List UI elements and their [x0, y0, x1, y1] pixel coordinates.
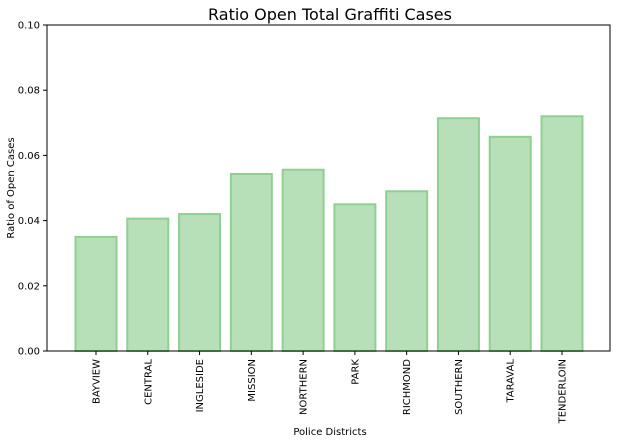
y-axis-label: Ratio of Open Cases — [6, 137, 17, 238]
y-axis: 0.00 0.02 0.04 0.06 0.08 0.10 — [18, 21, 47, 358]
y-tick-label: 0.08 — [18, 86, 40, 97]
bars-group — [74, 115, 584, 352]
x-axis-label: Police Districts — [293, 427, 366, 438]
plot-frame — [46, 24, 611, 352]
bar-bayview — [74, 235, 118, 352]
y-tick-label: 0.04 — [18, 216, 40, 227]
bar-mission — [229, 172, 273, 352]
bar-southern — [436, 117, 480, 352]
x-tick-label: SOUTHERN — [454, 359, 465, 415]
x-tick-label: RICHMOND — [402, 359, 413, 415]
x-tick-label: TARAVAL — [506, 359, 517, 404]
chart-title: Ratio Open Total Graffiti Cases — [208, 5, 452, 24]
y-tick-label: 0.06 — [18, 151, 40, 162]
x-tick-label: INGLESIDE — [195, 359, 206, 412]
y-tick-label: 0.10 — [18, 21, 40, 32]
bar-central — [126, 217, 170, 352]
x-tick-label: BAYVIEW — [92, 359, 103, 404]
x-axis: BAYVIEW CENTRAL INGLESIDE MISSION NORTHERN PA… — [92, 351, 569, 424]
y-tick-label: 0.02 — [18, 281, 40, 292]
x-tick-label: TENDERLOIN — [558, 359, 569, 424]
x-tick-label: CENTRAL — [143, 359, 154, 405]
x-tick-label: MISSION — [247, 359, 258, 402]
bar-taraval — [488, 135, 532, 352]
bar-park — [333, 203, 377, 352]
x-tick-label: NORTHERN — [299, 359, 310, 415]
bar-ingleside — [178, 213, 222, 352]
bar-richmond — [385, 190, 429, 352]
bar-northern — [281, 168, 325, 352]
x-tick-label: PARK — [350, 359, 361, 385]
bar-tenderloin — [540, 115, 584, 352]
y-tick-label: 0.00 — [18, 347, 40, 358]
